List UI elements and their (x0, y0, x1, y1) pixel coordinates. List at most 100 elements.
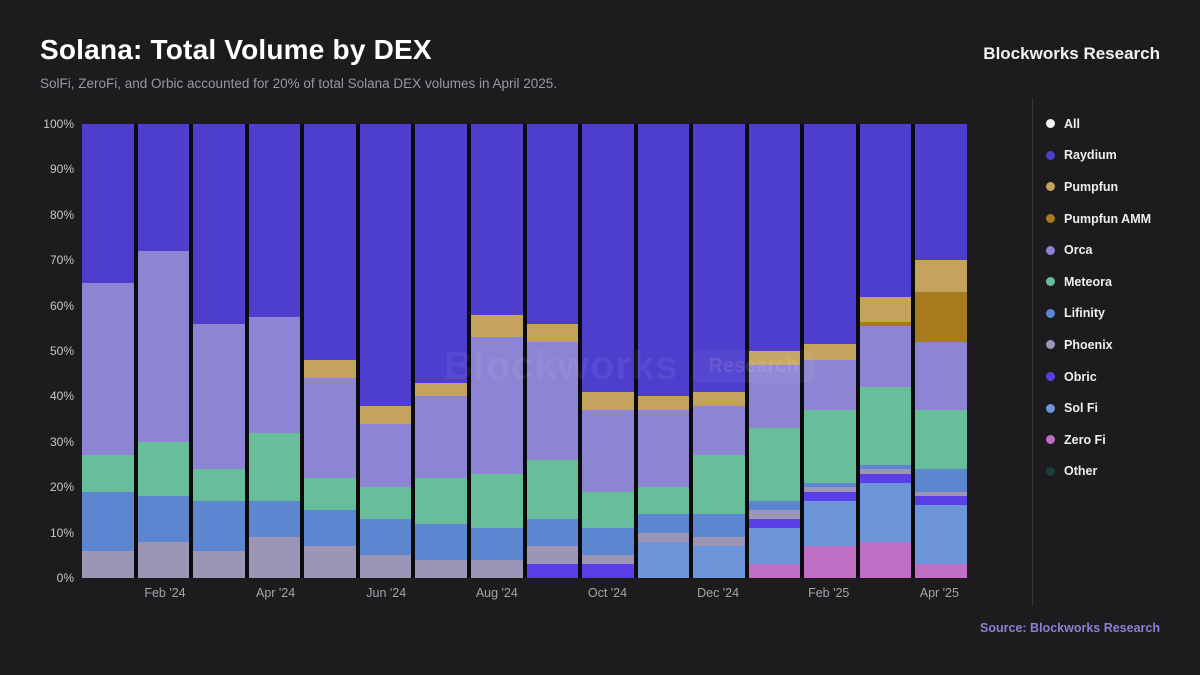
legend-item-other[interactable]: Other (1046, 456, 1196, 488)
segment-raydium[interactable] (748, 124, 801, 352)
segment-meteora[interactable] (415, 478, 467, 524)
segment-orca[interactable] (137, 251, 190, 442)
bar-may-24[interactable] (304, 124, 356, 578)
bar-aug-24[interactable] (470, 124, 523, 578)
legend-item-sol-fi[interactable]: Sol Fi (1046, 392, 1196, 424)
segment-zero-fi[interactable] (915, 564, 967, 578)
legend-item-raydium[interactable]: Raydium (1046, 140, 1196, 172)
legend-item-pumpfun[interactable]: Pumpfun (1046, 171, 1196, 203)
legend-item-all[interactable]: All (1046, 108, 1196, 140)
segment-orca[interactable] (304, 378, 356, 479)
segment-obric[interactable] (526, 564, 579, 578)
segment-lifinity[interactable] (915, 469, 967, 492)
legend-item-orca[interactable]: Orca (1046, 234, 1196, 266)
segment-meteora[interactable] (859, 387, 912, 465)
segment-phoenix[interactable] (748, 509, 801, 519)
legend-item-phoenix[interactable]: Phoenix (1046, 329, 1196, 361)
segment-raydium[interactable] (304, 124, 356, 361)
segment-phoenix[interactable] (804, 487, 856, 492)
bar-jan-24[interactable] (82, 124, 134, 578)
bar-apr-24[interactable] (248, 124, 301, 578)
bar-jan-25[interactable] (748, 124, 801, 578)
segment-obric[interactable] (859, 473, 912, 483)
segment-sol-fi[interactable] (859, 482, 912, 542)
segment-phoenix[interactable] (526, 546, 579, 565)
segment-meteora[interactable] (693, 455, 745, 515)
segment-phoenix[interactable] (137, 541, 190, 578)
segment-lifinity[interactable] (137, 496, 190, 542)
bar-apr-25[interactable] (915, 124, 967, 578)
segment-meteora[interactable] (915, 410, 967, 470)
segment-meteora[interactable] (748, 428, 801, 501)
segment-phoenix[interactable] (415, 559, 467, 578)
segment-orca[interactable] (193, 323, 245, 470)
segment-zero-fi[interactable] (859, 541, 912, 578)
segment-meteora[interactable] (82, 455, 134, 492)
segment-lifinity[interactable] (637, 514, 690, 533)
segment-lifinity[interactable] (859, 464, 912, 470)
segment-meteora[interactable] (193, 469, 245, 501)
segment-meteora[interactable] (470, 473, 523, 529)
segment-pumpfun[interactable] (470, 314, 523, 338)
segment-orca[interactable] (915, 341, 967, 411)
segment-phoenix[interactable] (304, 546, 356, 578)
legend-item-pumpfun-amm[interactable]: Pumpfun AMM (1046, 203, 1196, 235)
segment-meteora[interactable] (804, 410, 856, 483)
segment-lifinity[interactable] (582, 528, 634, 556)
legend-item-zero-fi[interactable]: Zero Fi (1046, 424, 1196, 456)
segment-lifinity[interactable] (470, 528, 523, 560)
segment-obric[interactable] (804, 491, 856, 501)
segment-raydium[interactable] (415, 124, 467, 383)
segment-lifinity[interactable] (415, 523, 467, 560)
segment-lifinity[interactable] (526, 519, 579, 547)
segment-phoenix[interactable] (470, 559, 523, 578)
segment-orca[interactable] (859, 326, 912, 388)
segment-lifinity[interactable] (804, 482, 856, 488)
segment-meteora[interactable] (359, 487, 412, 519)
segment-orca[interactable] (248, 316, 301, 433)
segment-pumpfun[interactable] (359, 405, 412, 424)
segment-orca[interactable] (637, 410, 690, 488)
bar-dec-24[interactable] (693, 124, 745, 578)
segment-phoenix[interactable] (359, 555, 412, 578)
segment-phoenix[interactable] (193, 550, 245, 578)
bar-mar-24[interactable] (193, 124, 245, 578)
segment-pumpfun[interactable] (693, 391, 745, 406)
segment-pumpfun[interactable] (804, 344, 856, 361)
segment-zero-fi[interactable] (804, 546, 856, 578)
segment-raydium[interactable] (915, 124, 967, 261)
bar-feb-25[interactable] (804, 124, 856, 578)
segment-meteora[interactable] (304, 478, 356, 510)
legend-item-obric[interactable]: Obric (1046, 361, 1196, 393)
segment-orca[interactable] (582, 410, 634, 492)
bar-oct-24[interactable] (582, 124, 634, 578)
segment-lifinity[interactable] (304, 509, 356, 547)
segment-meteora[interactable] (526, 459, 579, 519)
bar-jun-24[interactable] (359, 124, 412, 578)
bar-mar-25[interactable] (859, 124, 912, 578)
segment-pumpfun[interactable] (582, 391, 634, 411)
segment-raydium[interactable] (859, 124, 912, 297)
segment-phoenix[interactable] (859, 469, 912, 474)
segment-raydium[interactable] (804, 124, 856, 345)
segment-pumpfun[interactable] (415, 382, 467, 397)
segment-obric[interactable] (748, 519, 801, 529)
segment-obric[interactable] (582, 564, 634, 578)
segment-raydium[interactable] (637, 124, 690, 397)
segment-raydium[interactable] (359, 124, 412, 406)
segment-pumpfun[interactable] (526, 323, 579, 342)
segment-phoenix[interactable] (637, 532, 690, 542)
segment-sol-fi[interactable] (915, 505, 967, 565)
segment-pumpfun[interactable] (748, 351, 801, 365)
segment-raydium[interactable] (137, 124, 190, 252)
segment-orca[interactable] (748, 364, 801, 429)
segment-orca[interactable] (693, 405, 745, 456)
segment-pumpfun-amm[interactable] (859, 321, 912, 327)
bar-sep-24[interactable] (526, 124, 579, 578)
segment-raydium[interactable] (248, 124, 301, 317)
segment-lifinity[interactable] (748, 500, 801, 510)
segment-orca[interactable] (415, 396, 467, 479)
segment-pumpfun-amm[interactable] (915, 292, 967, 342)
segment-zero-fi[interactable] (748, 564, 801, 578)
segment-lifinity[interactable] (359, 519, 412, 556)
